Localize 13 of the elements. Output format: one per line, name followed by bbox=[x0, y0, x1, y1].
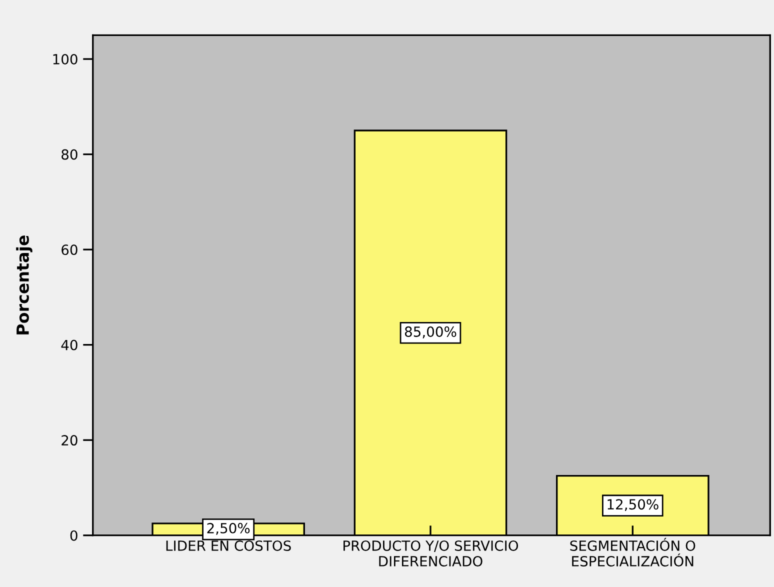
x-tick-label: LIDER EN COSTOS bbox=[166, 540, 291, 551]
data-label: 85,00% bbox=[404, 326, 456, 338]
y-tick-label: 60 bbox=[62, 244, 78, 256]
y-tick-label: 80 bbox=[62, 149, 78, 160]
x-tick-label: SEGMENTACIÓN O ESPECIALIZACIÓN bbox=[570, 538, 696, 567]
x-tick-label: PRODUCTO Y/O SERVICIO DIFERENCIADO bbox=[344, 540, 518, 567]
y-axis-title: Porcentaje bbox=[16, 236, 32, 334]
y-tick-label: 40 bbox=[61, 340, 78, 350]
y-tick-label: 20 bbox=[62, 435, 78, 446]
y-tick-label: 0 bbox=[70, 530, 78, 541]
y-tick-label: 100 bbox=[53, 54, 78, 65]
data-label: 12,50% bbox=[608, 499, 658, 512]
data-label: 2,50% bbox=[207, 522, 250, 535]
